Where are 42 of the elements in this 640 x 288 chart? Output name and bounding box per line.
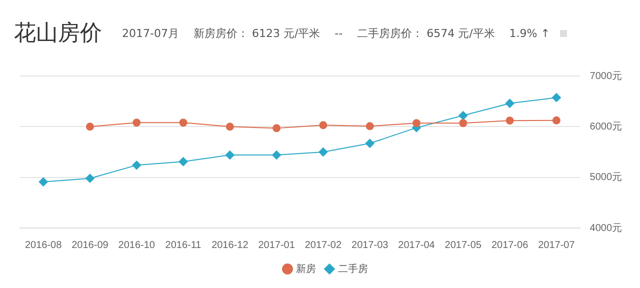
point <box>506 116 514 125</box>
point <box>412 119 420 128</box>
point <box>505 98 514 108</box>
point <box>552 93 561 102</box>
x-tick-label: 2017-02 <box>304 240 342 251</box>
y-tick-label: 4000元 <box>590 222 622 234</box>
point <box>365 138 374 148</box>
point <box>85 174 94 183</box>
y-tick-label: 6000元 <box>590 121 622 132</box>
point <box>366 122 374 130</box>
x-tick-label: 2016-12 <box>212 240 249 251</box>
point <box>38 177 48 186</box>
point <box>86 122 94 131</box>
x-tick-label: 2017-06 <box>491 240 529 251</box>
x-tick-label: 2016-10 <box>118 240 156 251</box>
point <box>272 150 282 160</box>
x-tick-label: 2016-08 <box>24 240 62 251</box>
point <box>318 148 328 156</box>
point <box>225 150 234 160</box>
point <box>132 118 141 127</box>
point <box>458 111 468 120</box>
chart-title: 花山房价 <box>14 20 102 48</box>
x-tick-label: 2017-03 <box>351 240 389 251</box>
chart-subtitle: 2017-07月 新房房价： 6123 元/平米 -- 二手房房价： 6574 元/平米 1.9% ↑ <box>122 26 550 40</box>
y-tick-label: 5000元 <box>590 172 622 184</box>
point <box>178 157 188 166</box>
x-tick-label: 2017-04 <box>398 240 436 251</box>
point <box>459 119 468 128</box>
x-tick-label: 2016-11 <box>165 240 202 251</box>
x-tick-label: 2017-07 <box>538 240 576 251</box>
point <box>179 118 188 127</box>
x-tick-label: 2016-09 <box>72 240 109 251</box>
point <box>272 124 281 132</box>
point <box>319 121 328 130</box>
point <box>226 122 234 131</box>
point <box>552 116 560 124</box>
x-tick-label: 2017-05 <box>444 240 482 251</box>
x-tick-label: 2017-01 <box>258 240 296 251</box>
y-tick-label: 7000元 <box>590 70 622 82</box>
point <box>132 160 142 170</box>
legend-label: 新房 <box>296 262 316 275</box>
legend-label: 二手房 <box>338 262 368 275</box>
